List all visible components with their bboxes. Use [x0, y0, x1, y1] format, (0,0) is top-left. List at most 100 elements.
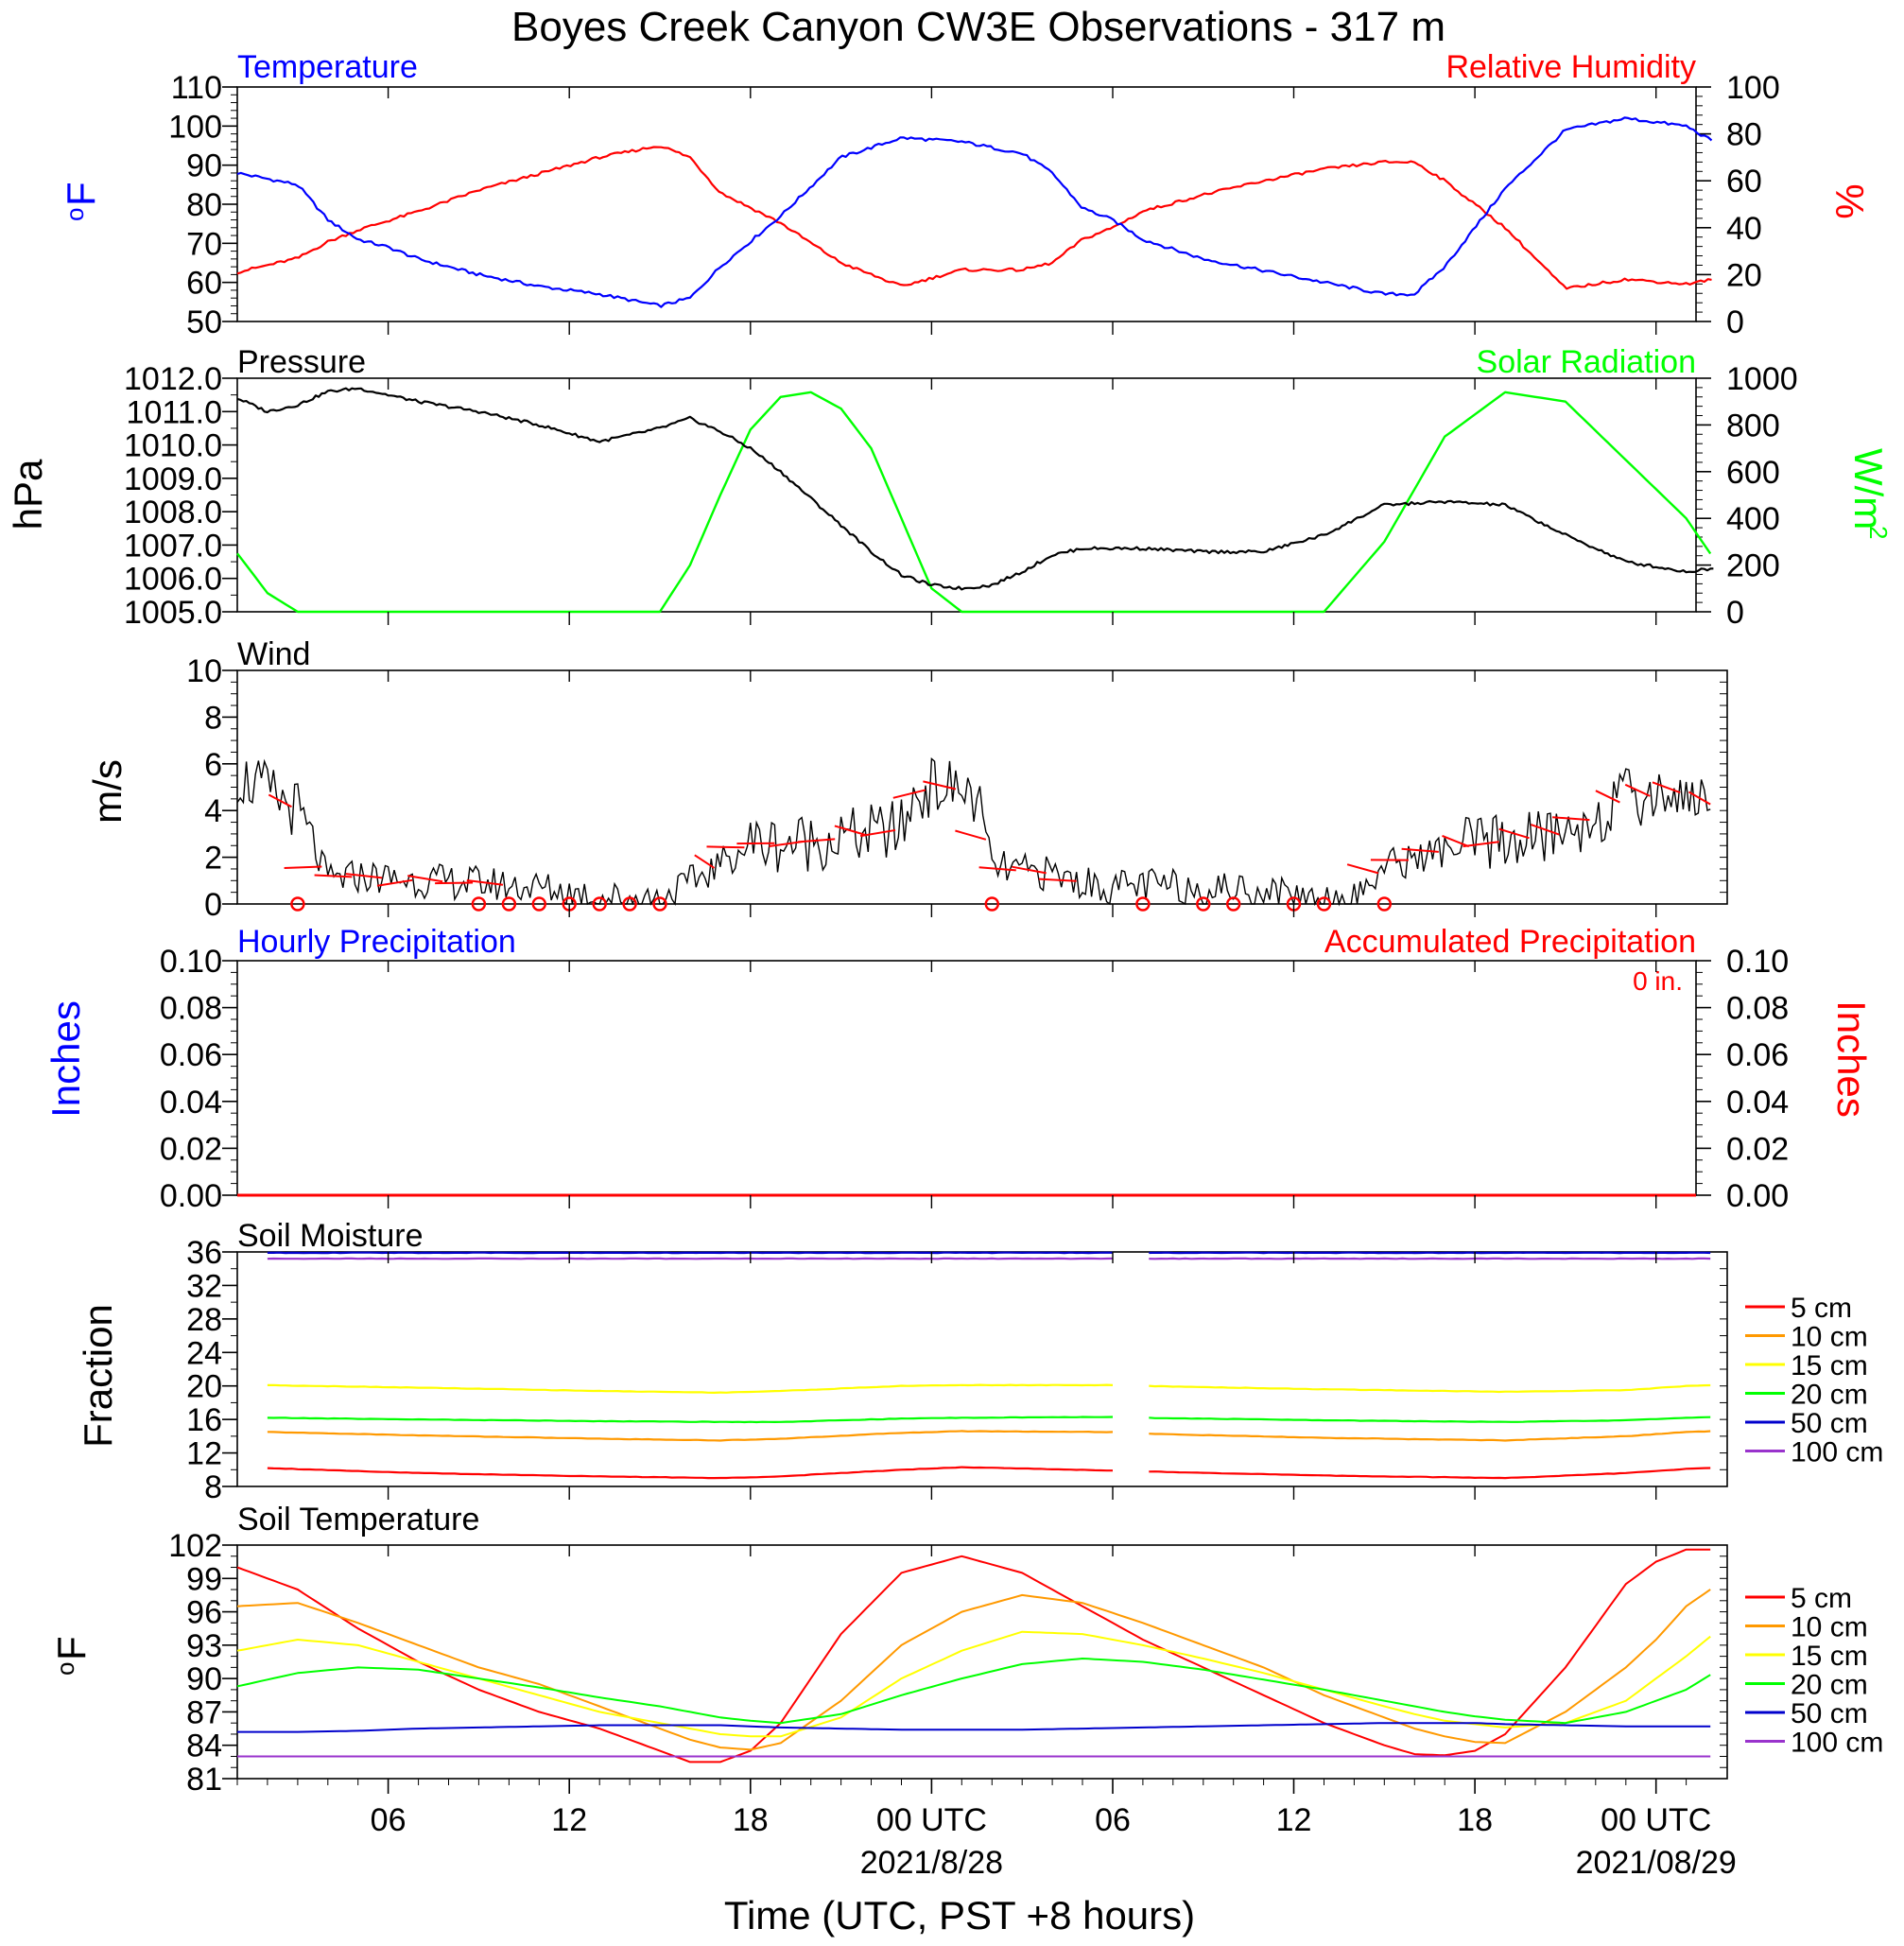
panel-pressure-solar: Pressure Solar Radiation hPa W/m 2 1012.… [6, 344, 1893, 631]
tick-label: 1009.0 [124, 461, 222, 497]
tick-label: 100 [1726, 70, 1780, 106]
tick-label: 20 [1726, 257, 1762, 293]
tick-label: 28 [186, 1302, 222, 1338]
legend-label: 20 cm [1791, 1380, 1868, 1411]
pressure-line [236, 387, 1714, 591]
accum-precip-total: 0 in. [1633, 966, 1683, 996]
rh-title: Relative Humidity [1445, 49, 1696, 85]
tick-label: 0.02 [1726, 1131, 1789, 1167]
calm-wind-marker [471, 896, 487, 912]
rh-line [236, 146, 1712, 290]
wind-barb [923, 780, 957, 791]
wind-speed-line [236, 757, 1711, 907]
panel-wind: Wind m/s 10 8 6 4 2 0 [85, 636, 1728, 923]
hourly-precip-title: Hourly Precipitation [237, 924, 516, 960]
tick-label: 0.00 [1726, 1178, 1789, 1214]
tick-label: 60 [186, 266, 222, 302]
x-axis-label: Time (UTC, PST +8 hours) [724, 1893, 1195, 1937]
tick-label: 96 [186, 1595, 222, 1631]
accum-precip-title: Accumulated Precipitation [1324, 924, 1696, 960]
pressure-solar-plot [236, 377, 1714, 614]
solar-title: Solar Radiation [1477, 344, 1696, 380]
svg-text:o: o [61, 208, 89, 221]
tick-label: 1010.0 [124, 428, 222, 464]
svg-text:o: o [51, 1662, 79, 1676]
soil-moisture-unit: Fraction [76, 1304, 120, 1448]
soil-moisture-frame [236, 1251, 1728, 1487]
svg-text:W/m: W/m [1846, 448, 1891, 530]
tick-label: 84 [186, 1729, 222, 1764]
tick-label: 10 [186, 653, 222, 689]
precip-left-ticks: 0.10 0.08 0.06 0.04 0.02 0.00 [160, 944, 237, 1214]
wind-barb [1038, 877, 1077, 882]
soil-temp-frame [236, 1544, 1728, 1780]
wind-barb [859, 828, 896, 838]
tick-label: 8 [204, 700, 222, 736]
calm-wind-marker [531, 896, 546, 912]
wind-barb [268, 793, 292, 808]
soil-temp-line-10-cm [236, 1589, 1711, 1751]
calm-wind-marker [290, 896, 305, 912]
wind-barb [1498, 827, 1530, 840]
date-label: 2021/08/29 [1576, 1845, 1737, 1881]
tick-label: 50 [186, 304, 222, 340]
tick-label: 102 [168, 1528, 222, 1564]
soil-moisture-line-20-cm [267, 1416, 1711, 1424]
wind-barb [284, 865, 322, 869]
tick-label: 400 [1726, 501, 1780, 537]
legend-label: 50 cm [1791, 1408, 1868, 1439]
soil-temp-line-50-cm [237, 1722, 1711, 1733]
tick-label: 600 [1726, 455, 1780, 491]
tick-label: 0.06 [160, 1037, 222, 1073]
x-tick-label: 12 [1276, 1802, 1312, 1838]
legend-label: 100 cm [1791, 1437, 1883, 1468]
tick-label: 99 [186, 1561, 222, 1597]
legend-label: 5 cm [1791, 1293, 1852, 1324]
soil-temp-title: Soil Temperature [237, 1502, 479, 1538]
legend-label: 15 cm [1791, 1641, 1868, 1672]
tick-label: 0.04 [1726, 1085, 1789, 1121]
soil-temp-line-20-cm [236, 1658, 1711, 1725]
tick-label: 0.04 [160, 1085, 222, 1121]
tick-label: 0 [204, 887, 222, 923]
tick-label: 0.02 [160, 1131, 222, 1167]
tick-label: 0.10 [160, 944, 222, 980]
wind-barb [345, 873, 383, 879]
x-tick-label: 18 [733, 1802, 769, 1838]
svg-text:F: F [59, 182, 103, 206]
tick-label: 87 [186, 1694, 222, 1730]
tick-label: 1008.0 [124, 495, 222, 530]
tick-label: 1012.0 [124, 361, 222, 397]
wind-barb [955, 829, 987, 841]
precip-right-ticks: 0.10 0.08 0.06 0.04 0.02 0.00 [1696, 944, 1789, 1214]
wind-barb [694, 854, 716, 869]
tick-label: 81 [186, 1762, 222, 1798]
tick-label: 0.10 [1726, 944, 1789, 980]
wind-barb [1531, 824, 1560, 836]
tick-label: 8 [204, 1469, 222, 1505]
tick-label: 40 [1726, 211, 1762, 247]
wind-barb [1652, 781, 1681, 794]
tick-label: 1000 [1726, 361, 1798, 397]
wind-barb [1552, 816, 1590, 822]
calm-wind-marker [622, 896, 637, 912]
calm-wind-marker [652, 896, 667, 912]
wind-barb [834, 825, 866, 836]
svg-text:F: F [49, 1636, 94, 1660]
temp-rh-frame [236, 86, 1697, 322]
time-axis-ticks: 06 12 18 00 UTC 06 12 18 00 UTC 2021/8/28 2021/08… [236, 1779, 1737, 1881]
wind-barb [1012, 865, 1047, 875]
rh-unit-label: % [1827, 183, 1872, 218]
tick-label: 16 [186, 1402, 222, 1438]
tick-label: 6 [204, 747, 222, 783]
tick-label: 0 [1726, 304, 1744, 340]
calm-wind-marker [501, 896, 517, 912]
soil-temp-line-5-cm [236, 1548, 1711, 1764]
tick-label: 20 [186, 1369, 222, 1405]
tick-label: 0.00 [160, 1178, 222, 1214]
